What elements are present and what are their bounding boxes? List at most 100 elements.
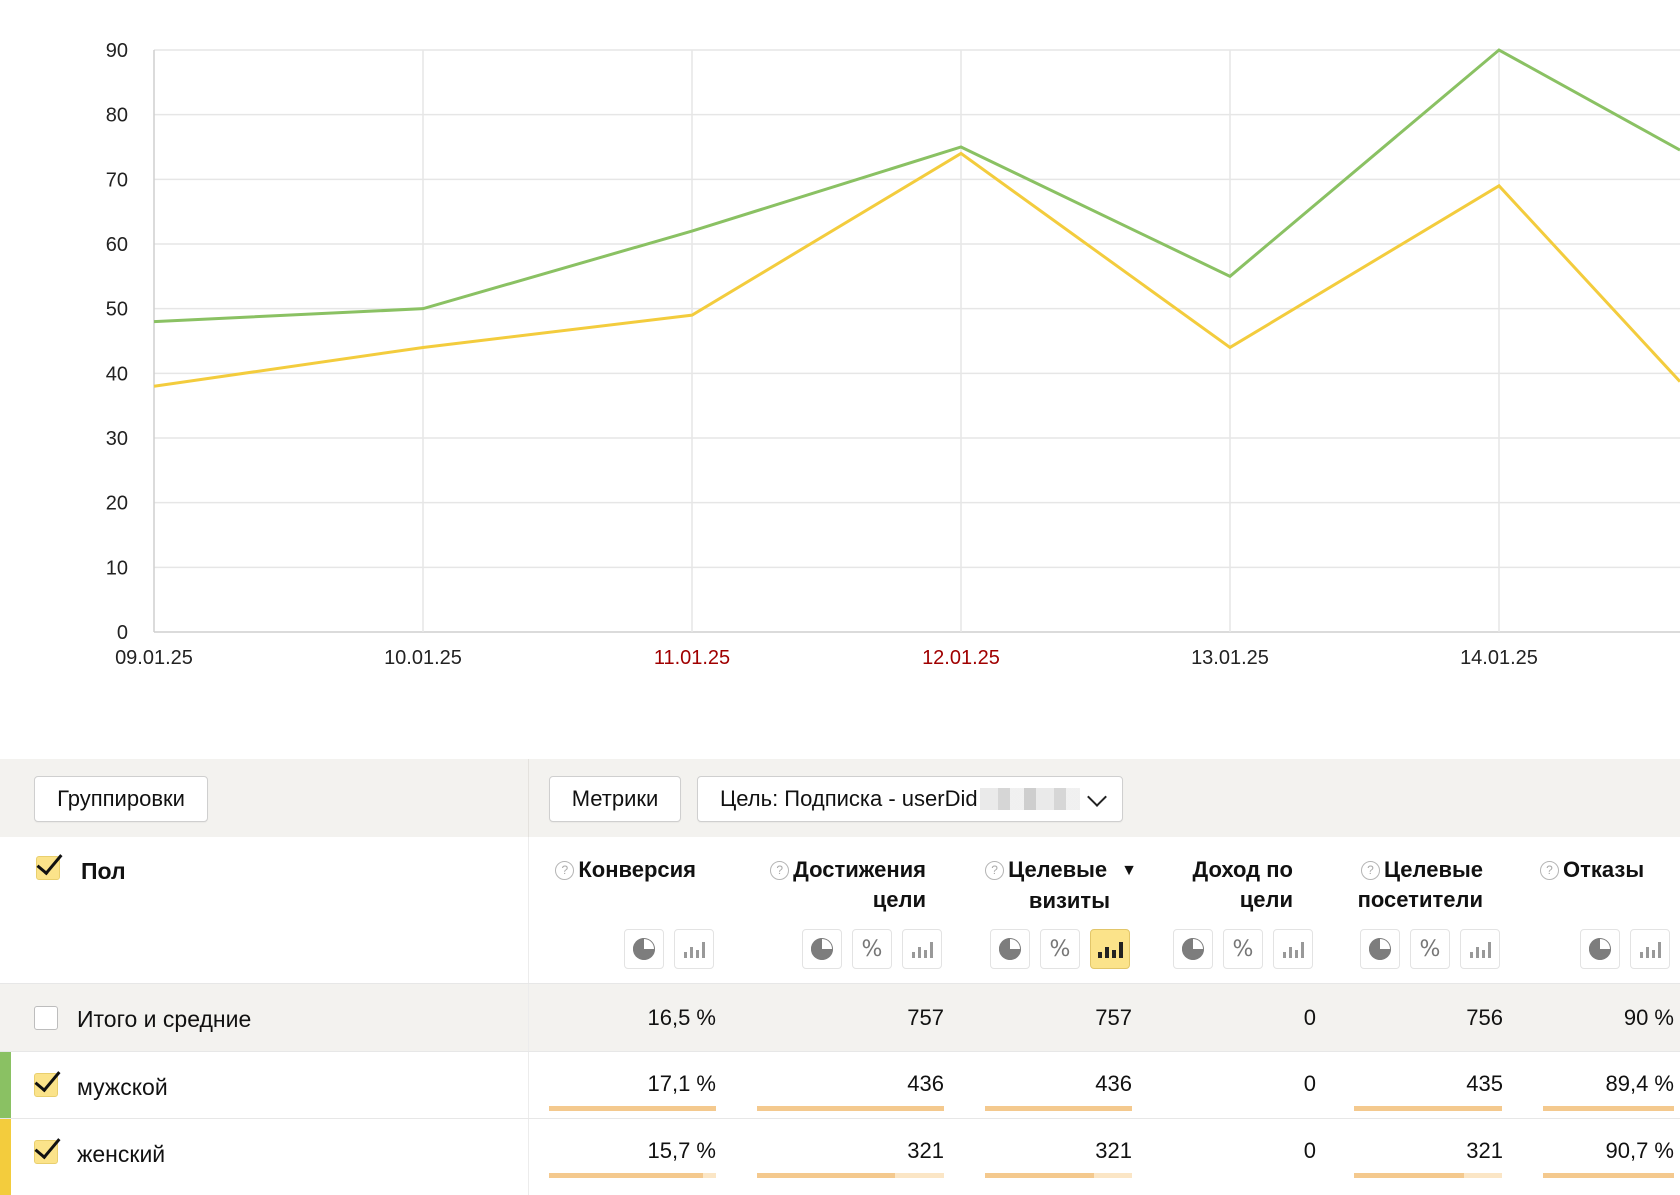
bar-chart-icon [1097,940,1123,958]
percent-view-button[interactable]: % [852,929,892,969]
goal-select[interactable]: Цель: Подписка - userDid [697,776,1123,822]
share-bar [757,1173,944,1178]
bar-view-button-active[interactable] [1090,929,1130,969]
cell-bounces: 90,7 % [1605,1138,1675,1163]
percent-view-button[interactable]: % [1040,929,1080,969]
help-icon[interactable]: ? [555,861,575,880]
pie-chart-icon [1369,938,1391,960]
chart-series [153,48,1680,388]
pie-view-button[interactable] [990,929,1030,969]
bar-view-button[interactable] [674,929,714,969]
percent-view-button[interactable]: % [1410,929,1450,969]
table-row-female: женский 15,7 % 321 321 0 321 90,7 % [0,1118,1680,1195]
bar-chart-icon [683,940,705,958]
cell-target-visitors: 435 [1466,1071,1503,1096]
row-label: женский [77,1141,166,1167]
report-toolbar: Группировки Метрики Цель: Подписка - use… [0,759,1680,837]
series-color-marker [0,1052,11,1119]
cell-target-visits: 321 [1095,1138,1132,1163]
y-tick-label: 60 [106,234,128,256]
row-checkbox[interactable] [34,1064,61,1097]
cell-bounces: 89,4 % [1605,1071,1675,1096]
row-checkbox[interactable] [34,1006,58,1030]
table-row-total: Итого и средние 16,5 % 757 757 0 756 90 … [0,983,1680,1052]
cell-target-visits: 757 [1095,1005,1132,1030]
share-bar [1354,1106,1502,1111]
y-tick-label: 20 [106,493,128,515]
y-tick-label: 90 [106,40,128,62]
groupings-button[interactable]: Группировки [34,776,208,822]
x-axis: 09.01.25 10.01.25 11.01.25 12.01.25 13.01.25… [115,647,1538,669]
percent-icon: % [1049,936,1071,962]
pie-chart-icon [811,938,833,960]
help-icon[interactable]: ? [1540,861,1559,880]
y-tick-label: 10 [106,557,128,579]
chart-grid [153,49,1680,633]
cell-target-visitors: 756 [1466,1005,1503,1030]
percent-view-button[interactable]: % [1223,929,1263,969]
series-color-marker [0,1119,11,1195]
series-line-1 [153,151,1680,388]
metrics-button[interactable]: Метрики [549,776,681,822]
column-header-conversion[interactable]: ? Конверсия [540,855,696,885]
bar-chart-icon [1282,940,1304,958]
chevron-down-icon [1087,787,1107,807]
cell-goal-reaches: 436 [907,1071,944,1096]
x-tick-label: 11.01.25 [654,647,730,669]
dimension-header[interactable]: Пол [81,858,126,884]
y-tick-label: 40 [106,363,128,385]
table-row-male: мужской 17,1 % 436 436 0 435 89,4 % [0,1051,1680,1119]
cell-conversion: 16,5 % [647,1005,717,1030]
series-line-0 [153,48,1680,324]
bar-chart-icon [911,940,933,958]
pie-chart-icon [633,938,655,960]
row-checkbox[interactable] [34,1131,61,1164]
column-header-target-visits[interactable]: ? Целевые ▼ визиты [960,855,1137,916]
percent-icon: % [1232,936,1254,962]
percent-icon: % [1419,936,1441,962]
pie-view-button[interactable] [1580,929,1620,969]
share-bar [757,1106,944,1111]
percent-icon: % [861,936,883,962]
select-all-checkbox[interactable] [36,847,63,880]
cell-target-visits: 436 [1095,1071,1132,1096]
help-icon[interactable]: ? [770,861,790,880]
cell-goal-reaches: 321 [907,1138,944,1163]
share-bar [1543,1106,1674,1111]
x-tick-label: 12.01.25 [922,647,1000,669]
x-tick-label: 10.01.25 [384,647,462,669]
row-label: мужской [77,1074,168,1100]
row-label: Итого и средние [77,1006,252,1032]
share-bar [1543,1173,1674,1178]
pie-view-button[interactable] [1173,929,1213,969]
help-icon[interactable]: ? [1360,861,1380,880]
y-tick-label: 50 [106,299,128,321]
bar-chart-icon [1469,940,1491,958]
bar-view-button[interactable] [1630,929,1670,969]
cell-goal-revenue: 0 [1303,1005,1316,1030]
y-tick-label: 80 [106,105,128,127]
x-tick-label: 09.01.25 [115,647,193,669]
bar-chart-icon [1639,940,1661,958]
pie-view-button[interactable] [624,929,664,969]
share-bar [1354,1173,1502,1178]
cell-bounces: 90 % [1623,1005,1674,1030]
bar-view-button[interactable] [902,929,942,969]
line-chart: 0 10 20 30 40 50 60 70 80 90 09.01.25 10.01.25 11.0… [106,40,1680,669]
pie-view-button[interactable] [802,929,842,969]
pie-chart-icon [999,938,1021,960]
share-bar [549,1173,716,1178]
column-header-target-visitors[interactable]: ? Целевые посетители [1357,857,1483,912]
column-header-bounces[interactable]: ? Отказы [1540,855,1678,885]
column-header-goal-revenue[interactable]: Доход по цели [1192,857,1293,912]
bar-view-button[interactable] [1273,929,1313,969]
help-icon[interactable]: ? [985,861,1005,880]
share-bar [985,1106,1132,1111]
share-bar [985,1173,1132,1178]
x-tick-label: 13.01.25 [1191,647,1269,669]
cell-target-visitors: 321 [1466,1138,1503,1163]
bar-view-button[interactable] [1460,929,1500,969]
pie-view-button[interactable] [1360,929,1400,969]
cell-conversion: 17,1 % [647,1071,717,1096]
column-header-goal-reaches[interactable]: ? Достижения цели [740,855,926,915]
